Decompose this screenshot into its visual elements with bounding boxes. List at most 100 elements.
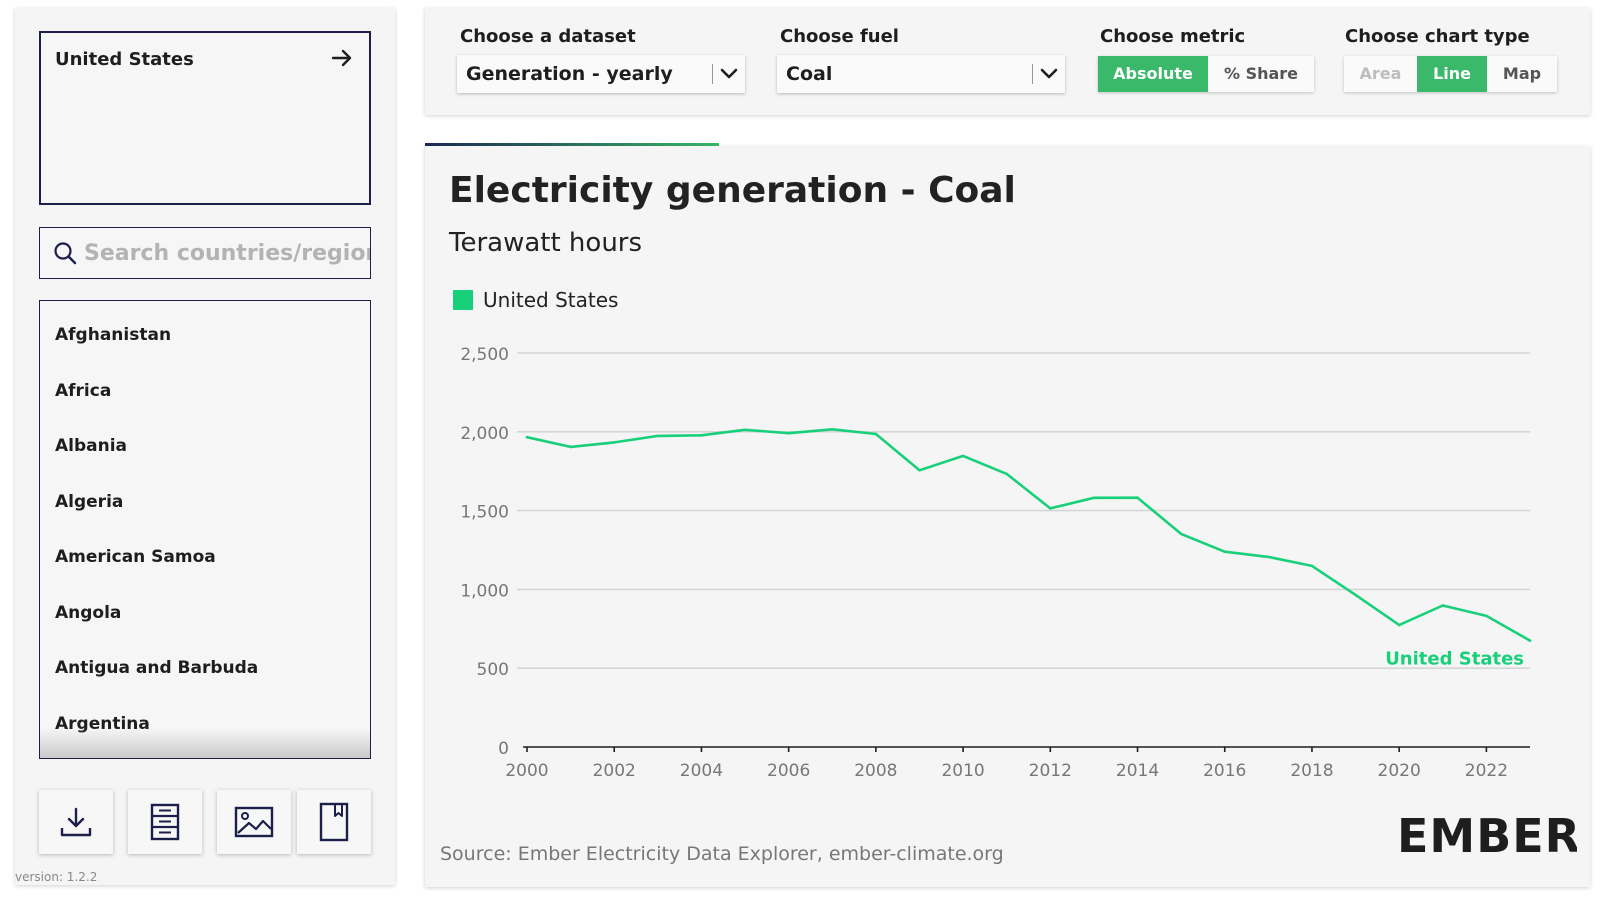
- data-point: [1223, 550, 1227, 554]
- country-list: Afghanistan Africa Albania Algeria Ameri…: [39, 300, 371, 759]
- selected-country-name: United States: [55, 49, 194, 70]
- x-tick-label: 2000: [505, 761, 548, 781]
- data-point: [787, 431, 790, 435]
- x-tick-label: 2004: [680, 761, 723, 781]
- fuel-label: Choose fuel: [780, 26, 899, 47]
- data-point: [743, 428, 747, 432]
- metric-label: Choose metric: [1100, 26, 1246, 47]
- search-box: [39, 227, 371, 279]
- version-label: version: 1.2.2: [15, 870, 98, 884]
- chart-subtitle: Terawatt hours: [449, 228, 643, 258]
- x-tick-label: 2022: [1465, 761, 1508, 781]
- y-tick-label: 1,000: [460, 581, 509, 601]
- list-item[interactable]: American Samoa: [55, 547, 216, 567]
- legend-label: United States: [483, 288, 619, 312]
- data-point: [1179, 532, 1183, 536]
- x-tick-label: 2010: [941, 761, 984, 781]
- list-item[interactable]: Afghanistan: [55, 325, 172, 345]
- chart-panel: Electricity generation - Coal Terawatt h…: [425, 146, 1590, 887]
- legend-swatch: [453, 290, 473, 310]
- dataset-value: Generation - yearly: [466, 63, 673, 85]
- y-tick-label: 500: [477, 660, 509, 680]
- data-point: [700, 433, 703, 437]
- charttype-label: Choose chart type: [1345, 26, 1530, 47]
- data-point: [656, 434, 660, 438]
- list-scroll-fade: [40, 728, 370, 758]
- controls-panel: Choose a dataset Generation - yearly Cho…: [425, 8, 1590, 115]
- data-point: [1354, 593, 1357, 597]
- y-tick-label: 2,000: [460, 424, 509, 444]
- image-export-button[interactable]: [217, 790, 291, 854]
- select-divider: [1032, 64, 1033, 84]
- x-tick-label: 2002: [593, 761, 636, 781]
- series-line: [525, 427, 1532, 642]
- line-chart: 0 500 1,000 1,500 2,000 2,500 2000 2002 2004 2006…: [460, 345, 1532, 781]
- x-tick-label: 2012: [1029, 761, 1072, 781]
- bookmark-icon: [319, 802, 349, 842]
- data-point: [1267, 555, 1270, 559]
- data-table-button[interactable]: [128, 790, 202, 854]
- download-icon: [60, 807, 92, 837]
- list-item[interactable]: Africa: [55, 380, 112, 401]
- y-tick-label: 1,500: [460, 503, 509, 523]
- dataset-select[interactable]: Generation - yearly: [457, 55, 745, 93]
- data-point: [918, 468, 921, 472]
- x-tick-label: 2016: [1203, 761, 1246, 781]
- source-note: Source: Ember Electricity Data Explorer,…: [440, 843, 1004, 865]
- data-point: [1136, 496, 1139, 499]
- data-point: [1397, 623, 1401, 627]
- x-tick-label: 2008: [854, 761, 897, 781]
- bookmark-button[interactable]: [297, 790, 371, 854]
- selected-country-box[interactable]: United States: [39, 31, 371, 205]
- charttype-line-option[interactable]: Line: [1417, 56, 1487, 92]
- chevron-down-icon: [1040, 68, 1058, 79]
- list-item[interactable]: Angola: [55, 602, 122, 623]
- select-divider: [712, 64, 713, 84]
- metric-absolute-option[interactable]: Absolute: [1098, 56, 1208, 92]
- fuel-select[interactable]: Coal: [777, 55, 1065, 93]
- dataset-label: Choose a dataset: [460, 26, 636, 47]
- list-item[interactable]: Albania: [55, 436, 128, 456]
- charttype-area-option[interactable]: Area: [1344, 56, 1417, 92]
- chart-accent-bar: [425, 143, 719, 148]
- search-input[interactable]: [84, 228, 370, 278]
- data-point: [874, 432, 878, 436]
- data-point: [1049, 507, 1052, 510]
- data-point: [1528, 639, 1532, 642]
- x-tick-label: 2014: [1116, 761, 1159, 781]
- data-point: [569, 445, 572, 449]
- data-point: [961, 454, 965, 458]
- series-end-label: United States: [1385, 649, 1524, 670]
- arrow-right-icon[interactable]: [329, 45, 355, 71]
- ember-logo: EMBER: [1397, 810, 1577, 858]
- image-icon: [234, 806, 274, 838]
- sidebar: United States Afghanistan Africa Albania…: [15, 8, 395, 885]
- data-point: [1485, 614, 1488, 618]
- x-tick-label: 2018: [1290, 761, 1333, 781]
- database-icon: [150, 803, 180, 841]
- data-point: [1092, 496, 1096, 500]
- data-point: [830, 427, 834, 431]
- data-point: [1005, 472, 1008, 476]
- data-point: [1310, 564, 1314, 568]
- y-tick-label: 0: [498, 739, 509, 759]
- chart-legend: United States: [453, 288, 618, 312]
- search-icon: [54, 242, 77, 265]
- charttype-map-option[interactable]: Map: [1487, 56, 1557, 92]
- download-button[interactable]: [39, 790, 113, 854]
- x-tick-label: 2020: [1378, 761, 1421, 781]
- chevron-down-icon: [720, 68, 738, 79]
- data-point: [1441, 604, 1445, 607]
- chart-title: Electricity generation - Coal: [449, 170, 1016, 211]
- metric-toggle: Absolute % Share: [1098, 56, 1314, 92]
- logo-text: EMBER: [1397, 810, 1577, 858]
- charttype-toggle: Area Line Map: [1344, 56, 1557, 92]
- data-point: [525, 435, 529, 439]
- metric-share-option[interactable]: % Share: [1208, 56, 1314, 92]
- x-tick-label: 2006: [767, 761, 810, 781]
- fuel-value: Coal: [786, 63, 833, 85]
- list-item[interactable]: Algeria: [55, 491, 124, 512]
- y-tick-label: 2,500: [460, 345, 509, 365]
- list-item[interactable]: Antigua and Barbuda: [55, 658, 259, 678]
- data-point: [612, 441, 616, 444]
